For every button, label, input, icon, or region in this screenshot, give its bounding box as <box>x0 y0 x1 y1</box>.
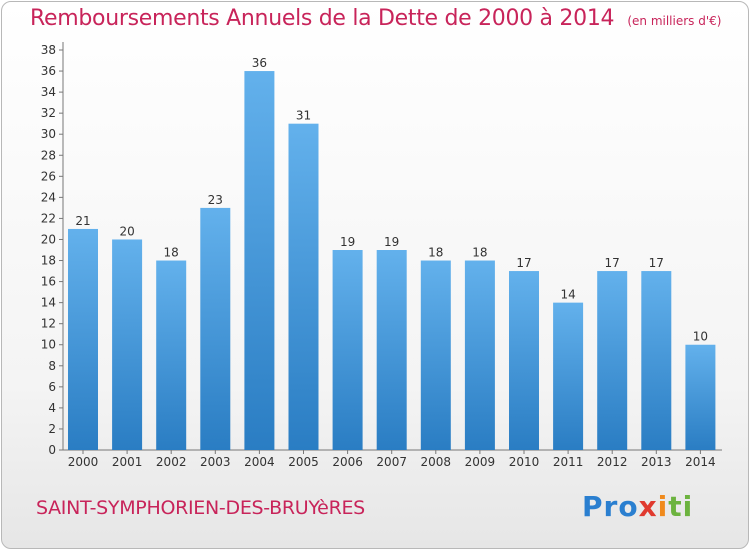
x-tick-label: 2009 <box>465 455 496 469</box>
bar-2000 <box>68 228 98 450</box>
bar-value-label: 17 <box>649 256 664 270</box>
x-tick-label: 2002 <box>156 455 187 469</box>
y-tick-label: 26 <box>41 169 56 183</box>
y-tick-label: 8 <box>48 359 56 373</box>
x-tick-label: 2003 <box>200 455 231 469</box>
bar-2003 <box>200 207 231 450</box>
bar-value-label: 20 <box>119 224 134 238</box>
x-tick-label: 2011 <box>553 455 584 469</box>
y-tick-label: 18 <box>41 254 56 268</box>
y-tick-label: 30 <box>41 127 56 141</box>
x-tick-label: 2007 <box>376 455 407 469</box>
bar-2012 <box>597 271 628 450</box>
logo-part-3: i <box>657 490 669 523</box>
logo-part-4: ti <box>668 490 694 523</box>
x-tick-label: 2004 <box>244 455 275 469</box>
y-tick-label: 20 <box>41 232 56 246</box>
bar-2001 <box>112 239 143 450</box>
bar-value-label: 36 <box>252 56 267 70</box>
y-tick-label: 6 <box>48 380 56 394</box>
bar-value-label: 21 <box>75 214 90 228</box>
bar-2014 <box>685 344 716 450</box>
logo-part-2: x <box>638 490 658 523</box>
y-tick-label: 12 <box>41 317 56 331</box>
bar-2013 <box>641 271 672 450</box>
bar-value-label: 18 <box>164 246 179 260</box>
logo-part-1: Pro <box>582 490 639 523</box>
y-tick-label: 38 <box>41 43 56 57</box>
y-tick-label: 4 <box>48 401 56 415</box>
y-tick-label: 14 <box>41 296 56 310</box>
bar-2008 <box>420 260 451 450</box>
x-tick-label: 2000 <box>68 455 99 469</box>
bar-value-label: 31 <box>296 109 311 123</box>
bar-2010 <box>509 271 539 450</box>
city-name: SAINT-SYMPHORIEN-DES-BRUYèRES <box>36 497 365 519</box>
bar-value-label: 23 <box>208 193 223 207</box>
x-tick-label: 2006 <box>332 455 363 469</box>
y-tick-label: 0 <box>48 443 56 457</box>
bar-value-label: 17 <box>605 256 620 270</box>
x-tick-label: 2013 <box>641 455 672 469</box>
bar-2009 <box>464 260 495 450</box>
bar-2005 <box>288 123 319 451</box>
chart-title: Remboursements Annuels de la Dette de 20… <box>30 6 615 31</box>
x-tick-label: 2005 <box>288 455 319 469</box>
y-tick-label: 16 <box>41 275 56 289</box>
bar-value-label: 10 <box>693 330 708 344</box>
bar-2002 <box>156 260 187 450</box>
bar-value-label: 19 <box>384 235 399 249</box>
bar-value-label: 18 <box>472 246 487 260</box>
y-tick-label: 2 <box>48 422 56 436</box>
proxiti-logo: Proxiti <box>582 490 693 523</box>
y-tick-label: 24 <box>41 190 56 204</box>
y-tick-label: 22 <box>41 211 56 225</box>
y-tick-label: 36 <box>41 64 56 78</box>
chart-subtitle: (en milliers d'€) <box>627 14 722 28</box>
x-tick-label: 2010 <box>509 455 540 469</box>
bar-2006 <box>332 250 363 450</box>
bar-value-label: 17 <box>516 256 531 270</box>
y-tick-label: 32 <box>41 106 56 120</box>
bar-2007 <box>376 250 407 450</box>
bar-value-label: 19 <box>340 235 355 249</box>
y-tick-label: 28 <box>41 148 56 162</box>
bar-value-label: 18 <box>428 246 443 260</box>
y-tick-label: 34 <box>41 85 56 99</box>
chart-title-block: Remboursements Annuels de la Dette de 20… <box>30 6 721 31</box>
bar-2011 <box>553 302 584 450</box>
x-tick-label: 2008 <box>421 455 452 469</box>
x-tick-label: 2012 <box>597 455 628 469</box>
y-tick-label: 10 <box>41 338 56 352</box>
x-tick-label: 2014 <box>685 455 716 469</box>
x-tick-label: 2001 <box>112 455 143 469</box>
bar-value-label: 14 <box>560 288 575 302</box>
bar-2004 <box>244 71 275 450</box>
